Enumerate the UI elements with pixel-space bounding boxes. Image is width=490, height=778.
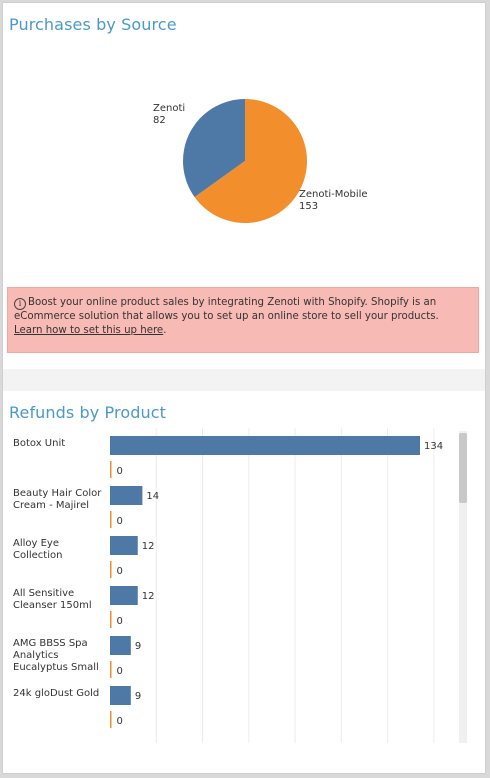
bar-secondary-value-label: 0 bbox=[117, 466, 123, 477]
bar-secondary-value-label: 0 bbox=[117, 566, 123, 577]
category-label-alloy-eye: Alloy Eye Collection bbox=[13, 538, 63, 561]
purchases-title: Purchases by Source bbox=[9, 15, 177, 34]
bar-secondary-amg-bbss-spa-analytics-eucalyptus-small[interactable] bbox=[110, 661, 112, 678]
bar-secondary-botox-unit[interactable] bbox=[110, 461, 112, 478]
bar-secondary-24k-glodust-gold[interactable] bbox=[110, 711, 112, 728]
section-separator bbox=[3, 369, 485, 391]
pie-label-zenoti-name: Zenoti bbox=[153, 103, 186, 114]
bar-botox-unit[interactable] bbox=[110, 436, 420, 455]
bar-amg-bbss-spa-analytics-eucalyptus-small[interactable] bbox=[110, 636, 131, 655]
bar-all-sensitive-cleanser-150ml[interactable] bbox=[110, 586, 138, 605]
bar-value-label: 134 bbox=[424, 441, 443, 452]
bar-secondary-beauty-hair-color-cream-majirel[interactable] bbox=[110, 511, 112, 528]
category-label-24k-glodust: 24k gloDust Gold bbox=[13, 688, 100, 699]
pie-label-zenoti: Zenoti 82 bbox=[153, 103, 185, 127]
refunds-bar-chart: 134 0 14 0 12 0 12 0 9 0 9 0 Botox Unit Beauty Hair… bbox=[3, 428, 463, 743]
bar-value-label: 9 bbox=[135, 641, 141, 652]
bar-secondary-value-label: 0 bbox=[117, 516, 123, 527]
bar-alloy-eye-collection[interactable] bbox=[110, 536, 138, 555]
category-label-all-sensitive: All Sensitive Cleanser 150ml bbox=[13, 588, 92, 611]
bar-secondary-value-label: 0 bbox=[117, 616, 123, 627]
pie-label-zenoti-mobile-name: Zenoti-Mobile bbox=[299, 189, 368, 200]
pie-svg bbox=[183, 99, 308, 223]
refunds-scrollbar-thumb[interactable] bbox=[459, 433, 467, 503]
info-icon: i bbox=[14, 298, 26, 310]
shopify-info-banner: i Boost your online product sales by inte… bbox=[7, 287, 479, 353]
bar-secondary-alloy-eye-collection[interactable] bbox=[110, 561, 112, 578]
pie-label-zenoti-mobile-value: 153 bbox=[299, 201, 319, 212]
bar-value-label: 9 bbox=[135, 691, 141, 702]
bar-svg: 134 0 14 0 12 0 12 0 9 0 9 0 bbox=[110, 428, 443, 743]
bar-secondary-value-label: 0 bbox=[117, 666, 123, 677]
pie-label-zenoti-value: 82 bbox=[153, 115, 166, 126]
learn-how-link[interactable]: Learn how to set this up here bbox=[14, 325, 164, 336]
refunds-scrollbar[interactable] bbox=[459, 431, 467, 743]
bar-secondary-all-sensitive-cleanser-150ml[interactable] bbox=[110, 611, 112, 628]
bar-24k-glodust-gold[interactable] bbox=[110, 686, 131, 705]
refunds-title: Refunds by Product bbox=[9, 403, 166, 422]
bar-value-label: 12 bbox=[142, 591, 155, 602]
banner-text: Boost your online product sales by integ… bbox=[14, 297, 439, 322]
pie-label-zenoti-mobile: Zenoti-Mobile 153 bbox=[299, 189, 368, 213]
banner-trailing: . bbox=[163, 325, 167, 336]
bar-value-label: 14 bbox=[146, 491, 159, 502]
bar-beauty-hair-color-cream-majirel[interactable] bbox=[110, 486, 143, 505]
pie-slice-zenoti[interactable] bbox=[183, 99, 245, 198]
bar-value-label: 12 bbox=[142, 541, 155, 552]
category-label-botox-unit: Botox Unit bbox=[13, 438, 66, 449]
pie-slice-zenoti-mobile[interactable] bbox=[194, 99, 308, 223]
category-label-amg-bbss: AMG BBSS Spa Analytics Eucalyptus Small bbox=[13, 638, 99, 673]
bar-secondary-value-label: 0 bbox=[117, 716, 123, 727]
purchases-pie-chart: Zenoti 82 Zenoti-Mobile 153 bbox=[3, 43, 485, 273]
category-label-beauty-hair-color: Beauty Hair Color Cream - Majirel bbox=[13, 488, 102, 511]
